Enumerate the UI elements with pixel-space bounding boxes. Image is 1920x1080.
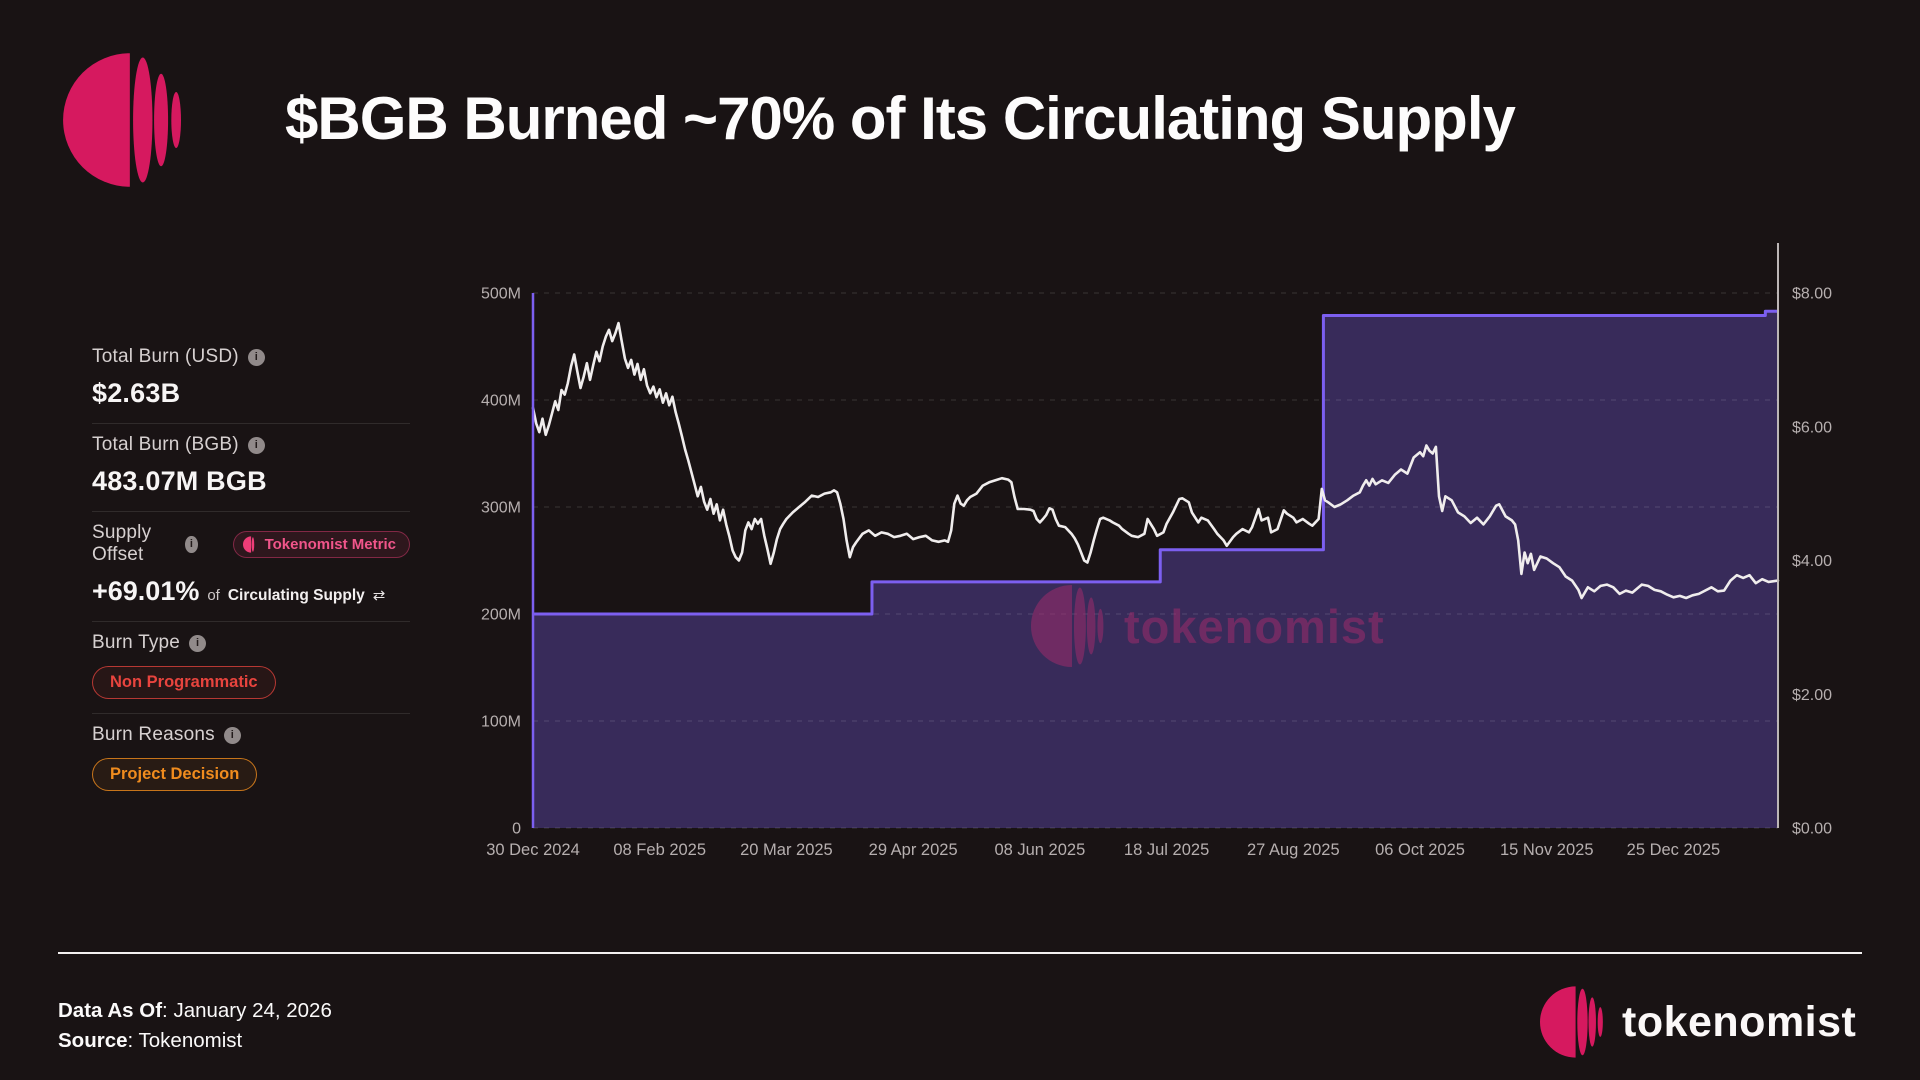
footer-brand: tokenomist [1540, 984, 1856, 1060]
left-axis-tick-label: 0 [512, 821, 521, 838]
footer-meta: Data As Of: January 24, 2026 Source: Tok… [58, 996, 332, 1056]
right-axis-tick-label: $2.00 [1792, 687, 1832, 704]
x-axis-tick-label: 18 Jul 2025 [1124, 841, 1209, 859]
burn-type-pill: Non Programmatic [92, 666, 276, 699]
stat-label-burn-reasons: Burn Reasons [92, 724, 215, 745]
swap-arrows-icon[interactable]: ⇄ [372, 587, 386, 604]
tokenomist-footer-logo-icon [1540, 986, 1603, 1058]
stat-value-total-burn-usd: $2.63B [92, 378, 181, 408]
stat-label-supply-offset: Supply Offset [92, 522, 152, 565]
watermark-text: tokenomist [1124, 599, 1385, 653]
stat-label-total-burn-usd: Total Burn (USD) [92, 346, 239, 367]
tokenomist-watermark-icon [1030, 584, 1104, 668]
stat-supply-offset: Supply Offset i Tokenomist Metric +69.01… [92, 512, 410, 621]
watermark: tokenomist [1028, 583, 1385, 669]
burned-supply-area [533, 311, 1778, 828]
tokenomist-badge-icon [242, 535, 254, 553]
stats-panel: Total Burn (USD) i $2.63B Total Burn (BG… [92, 336, 410, 805]
data-as-of-value: : January 24, 2026 [162, 999, 332, 1022]
info-icon[interactable]: i [189, 634, 207, 652]
divider [92, 423, 410, 424]
info-icon[interactable]: i [247, 348, 265, 366]
stat-burn-type: Burn Type i Non Programmatic [92, 622, 410, 713]
source-line: Source: Tokenomist [58, 1026, 332, 1056]
source-label: Source [58, 1029, 128, 1052]
divider [92, 621, 410, 622]
stat-burn-reasons: Burn Reasons i Project Decision [92, 714, 410, 805]
x-axis-tick-label: 06 Oct 2025 [1375, 841, 1465, 859]
metric-badge-label: Tokenomist Metric [264, 535, 396, 553]
stat-value-total-burn-bgb: 483.07M BGB [92, 466, 267, 496]
left-axis-tick-label: 400M [481, 393, 521, 410]
tokenomist-metric-badge: Tokenomist Metric [232, 530, 410, 558]
footer-brand-text: tokenomist [1622, 997, 1857, 1046]
divider [92, 713, 410, 714]
left-axis-tick-label: 200M [481, 607, 521, 624]
right-axis-tick-label: $6.00 [1792, 419, 1832, 436]
left-axis-tick-label: 500M [481, 286, 521, 303]
x-axis-tick-label: 25 Dec 2025 [1627, 841, 1721, 859]
footer-divider [58, 952, 1862, 954]
x-axis-tick-label: 27 Aug 2025 [1247, 841, 1340, 859]
left-axis-tick-label: 300M [481, 500, 521, 517]
right-axis-tick-label: $4.00 [1792, 553, 1832, 570]
x-axis-tick-label: 29 Apr 2025 [869, 841, 958, 859]
x-axis-tick-label: 30 Dec 2024 [486, 841, 580, 859]
data-as-of-line: Data As Of: January 24, 2026 [58, 996, 332, 1026]
x-axis-tick-label: 20 Mar 2025 [740, 841, 833, 859]
source-value: : Tokenomist [127, 1029, 243, 1052]
right-axis-tick-label: $8.00 [1792, 286, 1832, 303]
price-line [531, 321, 1780, 600]
left-axis-tick-label: 100M [481, 714, 521, 731]
x-axis-tick-label: 08 Feb 2025 [613, 841, 706, 859]
supply-offset-value: +69.01% [92, 576, 200, 606]
supply-offset-suffix: Circulating Supply [227, 587, 365, 604]
info-icon[interactable]: i [185, 535, 198, 553]
page-title: $BGB Burned ~70% of Its Circulating Supp… [285, 85, 1516, 152]
stat-label-total-burn-bgb: Total Burn (BGB) [92, 434, 239, 455]
x-axis-tick-label: 15 Nov 2025 [1500, 841, 1594, 859]
right-axis-tick-label: $0.00 [1792, 821, 1832, 838]
tokenomist-logo-icon [62, 50, 188, 190]
data-as-of-label: Data As Of [58, 999, 163, 1022]
burn-reasons-pill: Project Decision [92, 758, 258, 791]
supply-offset-of: of [207, 587, 220, 604]
x-axis-tick-label: 08 Jun 2025 [994, 841, 1085, 859]
divider [92, 511, 410, 512]
burned-supply-line [533, 309, 1778, 616]
info-icon[interactable]: i [247, 436, 265, 454]
stat-label-burn-type: Burn Type [92, 632, 181, 653]
stat-total-burn-bgb: Total Burn (BGB) i 483.07M BGB [92, 424, 410, 511]
info-icon[interactable]: i [223, 726, 241, 744]
stat-total-burn-usd: Total Burn (USD) i $2.63B [92, 336, 410, 423]
